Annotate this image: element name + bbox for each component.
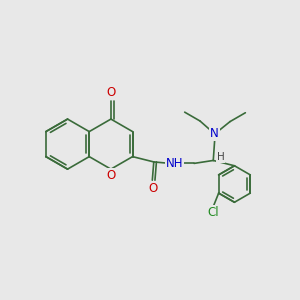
Text: O: O [148,182,158,195]
Text: N: N [210,128,219,140]
Text: O: O [106,169,116,182]
Text: Cl: Cl [208,206,219,219]
Text: O: O [107,86,116,99]
Text: H: H [217,152,224,162]
Text: NH: NH [166,157,183,170]
